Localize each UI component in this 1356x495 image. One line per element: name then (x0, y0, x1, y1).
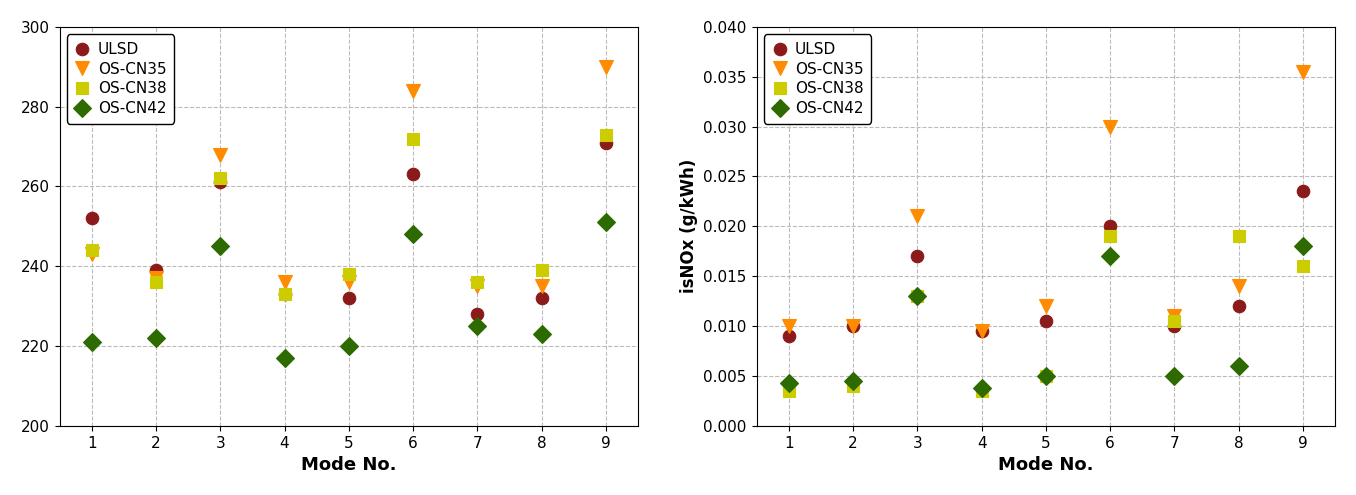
Line: OS-CN38: OS-CN38 (782, 230, 1310, 397)
OS-CN35 (1166, 313, 1182, 319)
OS-CN42 (277, 355, 293, 361)
OS-CN35 (148, 275, 164, 281)
ULSD (84, 215, 100, 221)
OS-CN38 (1231, 233, 1248, 239)
X-axis label: Mode No.: Mode No. (301, 456, 396, 474)
OS-CN42 (212, 244, 228, 249)
OS-CN35 (1295, 69, 1311, 75)
OS-CN35 (405, 88, 422, 94)
OS-CN35 (533, 283, 549, 289)
OS-CN42 (781, 380, 797, 386)
ULSD (909, 253, 925, 259)
OS-CN35 (909, 213, 925, 219)
OS-CN35 (277, 279, 293, 285)
OS-CN42 (148, 335, 164, 341)
Legend: ULSD, OS-CN35, OS-CN38, OS-CN42: ULSD, OS-CN35, OS-CN38, OS-CN42 (765, 35, 871, 123)
OS-CN42 (1231, 363, 1248, 369)
OS-CN38 (533, 267, 549, 273)
OS-CN42 (909, 293, 925, 299)
Line: OS-CN35: OS-CN35 (85, 60, 613, 293)
OS-CN38 (340, 271, 357, 277)
Line: OS-CN42: OS-CN42 (85, 216, 613, 364)
OS-CN35 (212, 151, 228, 157)
ULSD (1037, 318, 1054, 324)
OS-CN42 (84, 339, 100, 345)
OS-CN35 (974, 328, 990, 334)
ULSD (148, 267, 164, 273)
OS-CN42 (533, 331, 549, 337)
OS-CN35 (1231, 283, 1248, 289)
ULSD (469, 311, 485, 317)
Line: OS-CN38: OS-CN38 (85, 128, 613, 300)
Line: ULSD: ULSD (782, 185, 1310, 343)
OS-CN42 (469, 323, 485, 329)
OS-CN38 (781, 388, 797, 394)
OS-CN42 (598, 219, 614, 225)
OS-CN38 (974, 388, 990, 394)
Line: OS-CN42: OS-CN42 (782, 240, 1310, 394)
OS-CN38 (598, 132, 614, 138)
OS-CN42 (1166, 373, 1182, 379)
Line: ULSD: ULSD (85, 136, 613, 320)
ULSD (1166, 323, 1182, 329)
OS-CN38 (1037, 373, 1054, 379)
OS-CN35 (781, 323, 797, 329)
OS-CN42 (1102, 253, 1119, 259)
ULSD (598, 140, 614, 146)
OS-CN38 (212, 176, 228, 182)
OS-CN35 (598, 64, 614, 70)
X-axis label: Mode No.: Mode No. (998, 456, 1094, 474)
OS-CN42 (1037, 373, 1054, 379)
ULSD (405, 171, 422, 177)
OS-CN42 (1295, 244, 1311, 249)
OS-CN42 (974, 385, 990, 391)
OS-CN42 (405, 231, 422, 237)
OS-CN35 (1037, 303, 1054, 309)
OS-CN42 (845, 378, 861, 384)
Y-axis label: isNOx (g/kWh): isNOx (g/kWh) (679, 159, 698, 294)
ULSD (1102, 223, 1119, 229)
OS-CN38 (148, 279, 164, 285)
OS-CN38 (1295, 263, 1311, 269)
OS-CN38 (84, 248, 100, 253)
OS-CN38 (469, 279, 485, 285)
OS-CN38 (277, 291, 293, 297)
ULSD (1231, 303, 1248, 309)
OS-CN35 (845, 323, 861, 329)
OS-CN35 (1102, 124, 1119, 130)
OS-CN38 (405, 136, 422, 142)
OS-CN35 (84, 251, 100, 257)
ULSD (533, 295, 549, 301)
ULSD (340, 295, 357, 301)
OS-CN38 (1102, 233, 1119, 239)
Legend: ULSD, OS-CN35, OS-CN38, OS-CN42: ULSD, OS-CN35, OS-CN38, OS-CN42 (68, 35, 174, 123)
ULSD (781, 333, 797, 339)
ULSD (212, 180, 228, 186)
OS-CN35 (469, 283, 485, 289)
OS-CN42 (340, 343, 357, 349)
OS-CN35 (340, 279, 357, 285)
OS-CN38 (845, 383, 861, 389)
OS-CN38 (1166, 318, 1182, 324)
Line: OS-CN35: OS-CN35 (782, 65, 1310, 338)
OS-CN38 (909, 293, 925, 299)
ULSD (845, 323, 861, 329)
ULSD (974, 328, 990, 334)
ULSD (1295, 189, 1311, 195)
ULSD (277, 291, 293, 297)
